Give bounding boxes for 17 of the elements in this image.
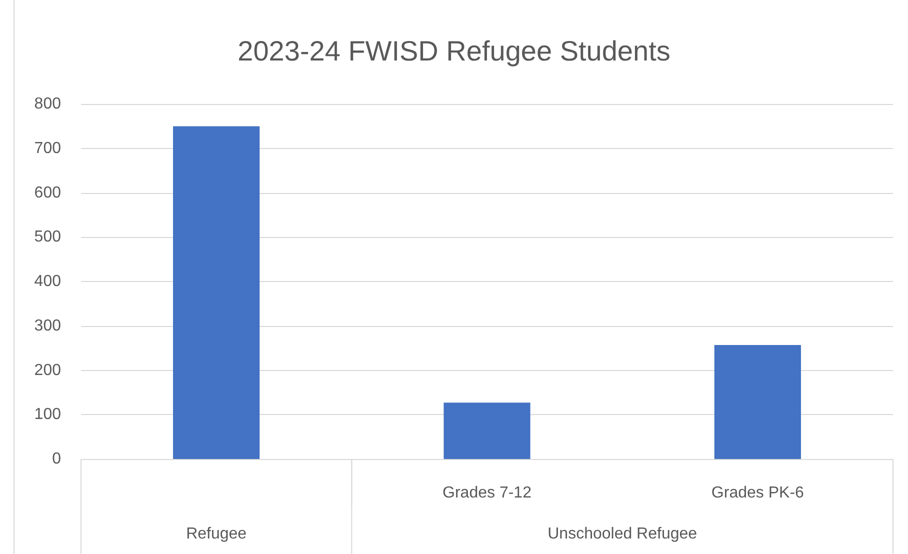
bar bbox=[173, 126, 260, 459]
y-tick-label: 600 bbox=[34, 184, 62, 202]
x-tick-label: Grades PK-6 bbox=[711, 484, 804, 502]
y-tick-label: 0 bbox=[52, 450, 62, 468]
x-tick-label: Grades 7-12 bbox=[442, 484, 532, 502]
chart-title: 2023-24 FWISD Refugee Students bbox=[238, 36, 670, 66]
bar bbox=[444, 402, 530, 459]
y-tick-label: 800 bbox=[34, 96, 62, 112]
bar bbox=[714, 344, 801, 459]
y-tick-label: 100 bbox=[34, 406, 62, 424]
y-tick-label: 200 bbox=[34, 362, 62, 379]
y-tick-label: 700 bbox=[34, 140, 62, 157]
y-tick-label: 400 bbox=[34, 273, 62, 290]
y-tick-label: 300 bbox=[34, 317, 62, 334]
y-tick-label: 500 bbox=[34, 228, 62, 246]
text: Unschooled Refugee bbox=[548, 526, 698, 542]
text: Refugee bbox=[186, 526, 247, 542]
